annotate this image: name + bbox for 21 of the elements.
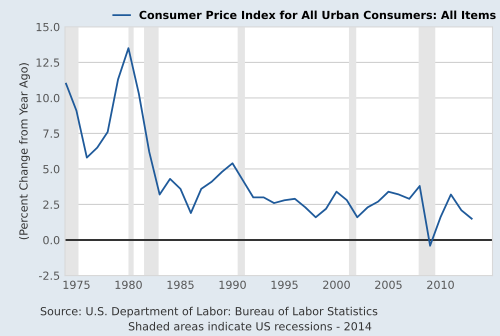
x-tick-label: 1990: [220, 280, 246, 289]
x-tick-label: 1995: [272, 280, 298, 289]
source-note: Source: U.S. Department of Labor: Bureau of Labor Statistics: [40, 306, 378, 318]
y-tick-label: 15.0: [36, 22, 60, 32]
x-tick-label: 1985: [168, 280, 194, 289]
x-tick-label: 1980: [116, 280, 142, 289]
x-tick-label: 2010: [427, 280, 454, 289]
y-tick-label: 7.5: [43, 130, 60, 138]
y-tick-label: 0.0: [43, 236, 60, 244]
y-axis-title: (Percent Change from Year Ago): [19, 63, 30, 240]
y-tick-label: 12.5: [36, 58, 60, 67]
x-tick-label: 1975: [64, 280, 90, 289]
x-tick-label: 2005: [375, 280, 402, 289]
y-tick-label: -2.5: [39, 271, 60, 280]
x-tick-label: 2000: [323, 280, 350, 289]
text: Shaded areas indicate US recessions - 2014: [128, 322, 372, 330]
y-tick-label: 5.0: [43, 164, 60, 174]
legend-label: Consumer Price Index for All Urban Consumers: All Items: [139, 10, 496, 20]
y-tick-label: 10.0: [36, 94, 60, 102]
line-series: [65, 47, 473, 247]
y-tick-label: 2.5: [43, 200, 60, 209]
